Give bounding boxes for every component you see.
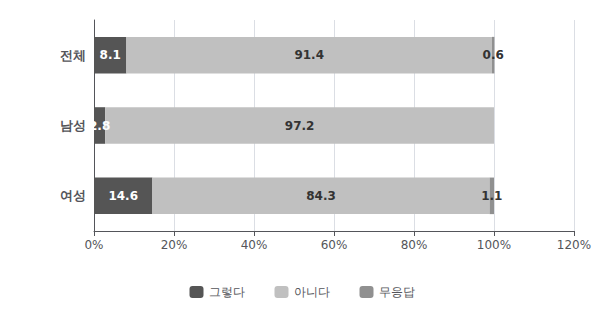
svg-text:14.6: 14.6 — [108, 189, 138, 203]
svg-text:2.8: 2.8 — [89, 119, 110, 133]
svg-text:97.2: 97.2 — [285, 119, 315, 133]
svg-text:무응답: 무응답 — [379, 285, 415, 299]
svg-text:0.6: 0.6 — [483, 48, 504, 62]
svg-text:80%: 80% — [401, 238, 428, 252]
svg-text:100%: 100% — [477, 238, 511, 252]
svg-text:여성: 여성 — [60, 188, 86, 203]
svg-text:60%: 60% — [321, 238, 348, 252]
svg-text:8.1: 8.1 — [100, 48, 121, 62]
svg-text:전체: 전체 — [60, 48, 86, 63]
svg-text:120%: 120% — [557, 238, 591, 252]
svg-text:그렇다: 그렇다 — [209, 285, 245, 299]
svg-text:84.3: 84.3 — [306, 189, 336, 203]
svg-text:아니다: 아니다 — [294, 285, 330, 299]
svg-text:91.4: 91.4 — [294, 48, 324, 62]
svg-text:0%: 0% — [84, 238, 103, 252]
svg-text:1.1: 1.1 — [481, 189, 502, 203]
svg-text:40%: 40% — [241, 238, 268, 252]
svg-text:남성: 남성 — [60, 118, 86, 133]
svg-text:20%: 20% — [161, 238, 188, 252]
